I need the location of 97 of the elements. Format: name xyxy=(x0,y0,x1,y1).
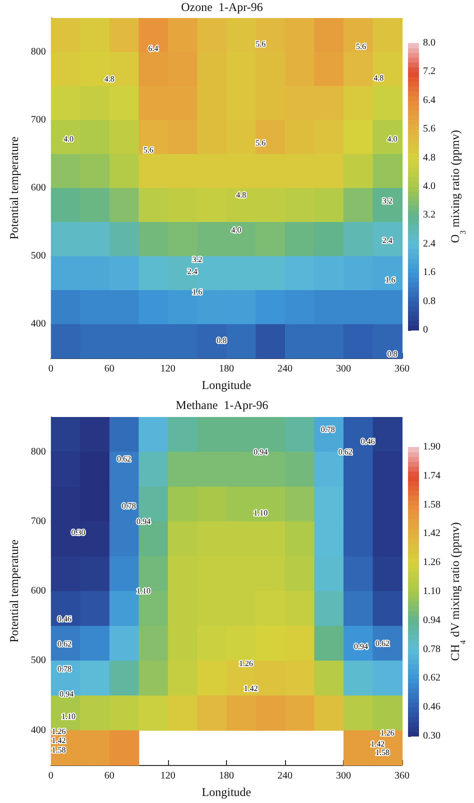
color-bar-label: 1.26 xyxy=(423,557,440,568)
y-tick-label: 600 xyxy=(30,586,46,597)
x-tick-label: 360 xyxy=(394,770,410,782)
x-axis-title: Longitude xyxy=(202,785,252,799)
x-tick-label: 60 xyxy=(104,364,114,375)
annotation: 4.0 xyxy=(387,134,398,144)
annotation: 6.4 xyxy=(148,44,158,54)
annotation: 0.78 xyxy=(122,502,136,511)
y-tick-label: 700 xyxy=(30,114,46,126)
annotation: 0.8 xyxy=(387,350,398,359)
y-tick-label: 500 xyxy=(30,655,46,666)
x-tick-label: 180 xyxy=(218,364,234,375)
x-tick-label: 180 xyxy=(218,770,234,782)
annotation: 1.42 xyxy=(52,736,66,746)
annotation: 5.6 xyxy=(256,138,266,148)
color-bar-label: 0.94 xyxy=(423,614,440,626)
color-bar-label: 5.6 xyxy=(423,124,436,135)
color-bar-label: 1.42 xyxy=(423,528,440,540)
annotation: 1.6 xyxy=(385,275,396,284)
annotation: 0.62 xyxy=(375,638,390,648)
annotation: 1.26 xyxy=(52,727,66,736)
annotation: 0.62 xyxy=(117,454,132,464)
annotation: 5.6 xyxy=(143,145,154,154)
annotation: 1.42 xyxy=(370,740,385,749)
color-bar-label: 1.58 xyxy=(423,499,440,510)
x-tick-label: 60 xyxy=(104,770,114,782)
annotation: 0.46 xyxy=(360,436,375,446)
color-bar-label: 4.8 xyxy=(423,152,436,164)
annotation: 1.42 xyxy=(244,684,258,694)
color-bar-label: 1.74 xyxy=(423,470,440,482)
color-bar-label: 0.78 xyxy=(423,644,440,655)
color-bar-label: 2.4 xyxy=(423,238,436,250)
annotation: 0.62 xyxy=(338,447,352,456)
y-tick-label: 400 xyxy=(30,724,46,736)
y-axis-title: Potential temperature xyxy=(7,136,21,240)
annotation: 1.26 xyxy=(380,728,394,738)
x-tick-label: 240 xyxy=(277,770,292,782)
annotation: 4.8 xyxy=(104,74,114,84)
color-bar-title: O3 mixing ratio (ppmv) xyxy=(448,130,468,243)
color-bar-label: 1.90 xyxy=(423,442,440,452)
annotation: 0.30 xyxy=(71,528,86,538)
y-tick-label: 800 xyxy=(30,446,46,458)
annotation: 0.94 xyxy=(136,516,151,526)
color-bar-label: 7.2 xyxy=(423,66,436,78)
annotation: 3.2 xyxy=(192,254,202,264)
y-tick-label: 700 xyxy=(30,516,46,527)
chart-title: Ozone 1-Apr-96 xyxy=(181,0,263,14)
x-tick-label: 120 xyxy=(160,364,176,375)
annotation: 4.8 xyxy=(374,73,384,82)
annotation: 4.8 xyxy=(236,190,246,200)
y-tick-label: 500 xyxy=(30,250,46,262)
color-bar-label: 4.0 xyxy=(423,181,436,192)
annotation: 5.6 xyxy=(356,42,366,52)
color-bar-title: CH4 dV mixing ratio (ppmv) xyxy=(448,522,468,661)
x-tick-label: 0 xyxy=(48,770,54,782)
annotation: 4.0 xyxy=(63,134,74,144)
y-axis-title: Potential temperature xyxy=(7,540,21,643)
color-bar-label: 0 xyxy=(423,324,428,336)
annotation: 0.46 xyxy=(58,614,72,624)
color-bar-label: 1.10 xyxy=(423,586,440,597)
annotation: 1.26 xyxy=(238,658,253,668)
annotation: 1.58 xyxy=(375,748,390,758)
color-bar-label: 8.0 xyxy=(423,38,436,48)
color-bar-label: 0.46 xyxy=(423,702,440,713)
annotation: 0.78 xyxy=(58,664,72,674)
y-tick-label: 600 xyxy=(30,182,46,194)
annotation: 0.78 xyxy=(320,425,335,434)
x-tick-label: 360 xyxy=(394,364,410,375)
x-tick-label: 120 xyxy=(160,770,176,782)
color-bar-label: 1.6 xyxy=(423,267,436,278)
color-bar-label: 0.30 xyxy=(423,730,440,742)
annotation: 0.94 xyxy=(354,642,368,652)
annotation: 3.2 xyxy=(382,196,392,206)
annotation: 4.0 xyxy=(231,226,242,235)
annotation: 1.58 xyxy=(52,745,66,754)
annotation: 1.10 xyxy=(61,712,76,721)
annotation: 2.4 xyxy=(382,236,392,245)
annotation: 1.6 xyxy=(192,288,202,297)
annotation: 0.94 xyxy=(254,447,268,456)
annotation: 2.4 xyxy=(187,267,198,276)
x-tick-label: 0 xyxy=(48,364,54,375)
y-tick-label: 400 xyxy=(30,318,46,330)
y-tick-label: 800 xyxy=(30,46,46,58)
annotation: 0.62 xyxy=(58,639,72,648)
chart-title: Methane 1-Apr-96 xyxy=(176,398,268,412)
annotation: 1.10 xyxy=(254,508,268,518)
annotation: 0.8 xyxy=(216,336,227,345)
color-bar-label: 0.8 xyxy=(423,296,436,307)
x-tick-label: 240 xyxy=(277,364,292,375)
x-axis-title: Longitude xyxy=(202,378,252,392)
x-tick-label: 300 xyxy=(336,364,351,375)
color-bar-label: 3.2 xyxy=(423,210,436,221)
color-bar-label: 0.62 xyxy=(423,672,440,684)
annotation: 1.10 xyxy=(136,586,151,596)
x-tick-label: 300 xyxy=(336,770,351,782)
color-bar-label: 6.4 xyxy=(423,94,436,106)
annotation: 5.6 xyxy=(256,39,266,48)
